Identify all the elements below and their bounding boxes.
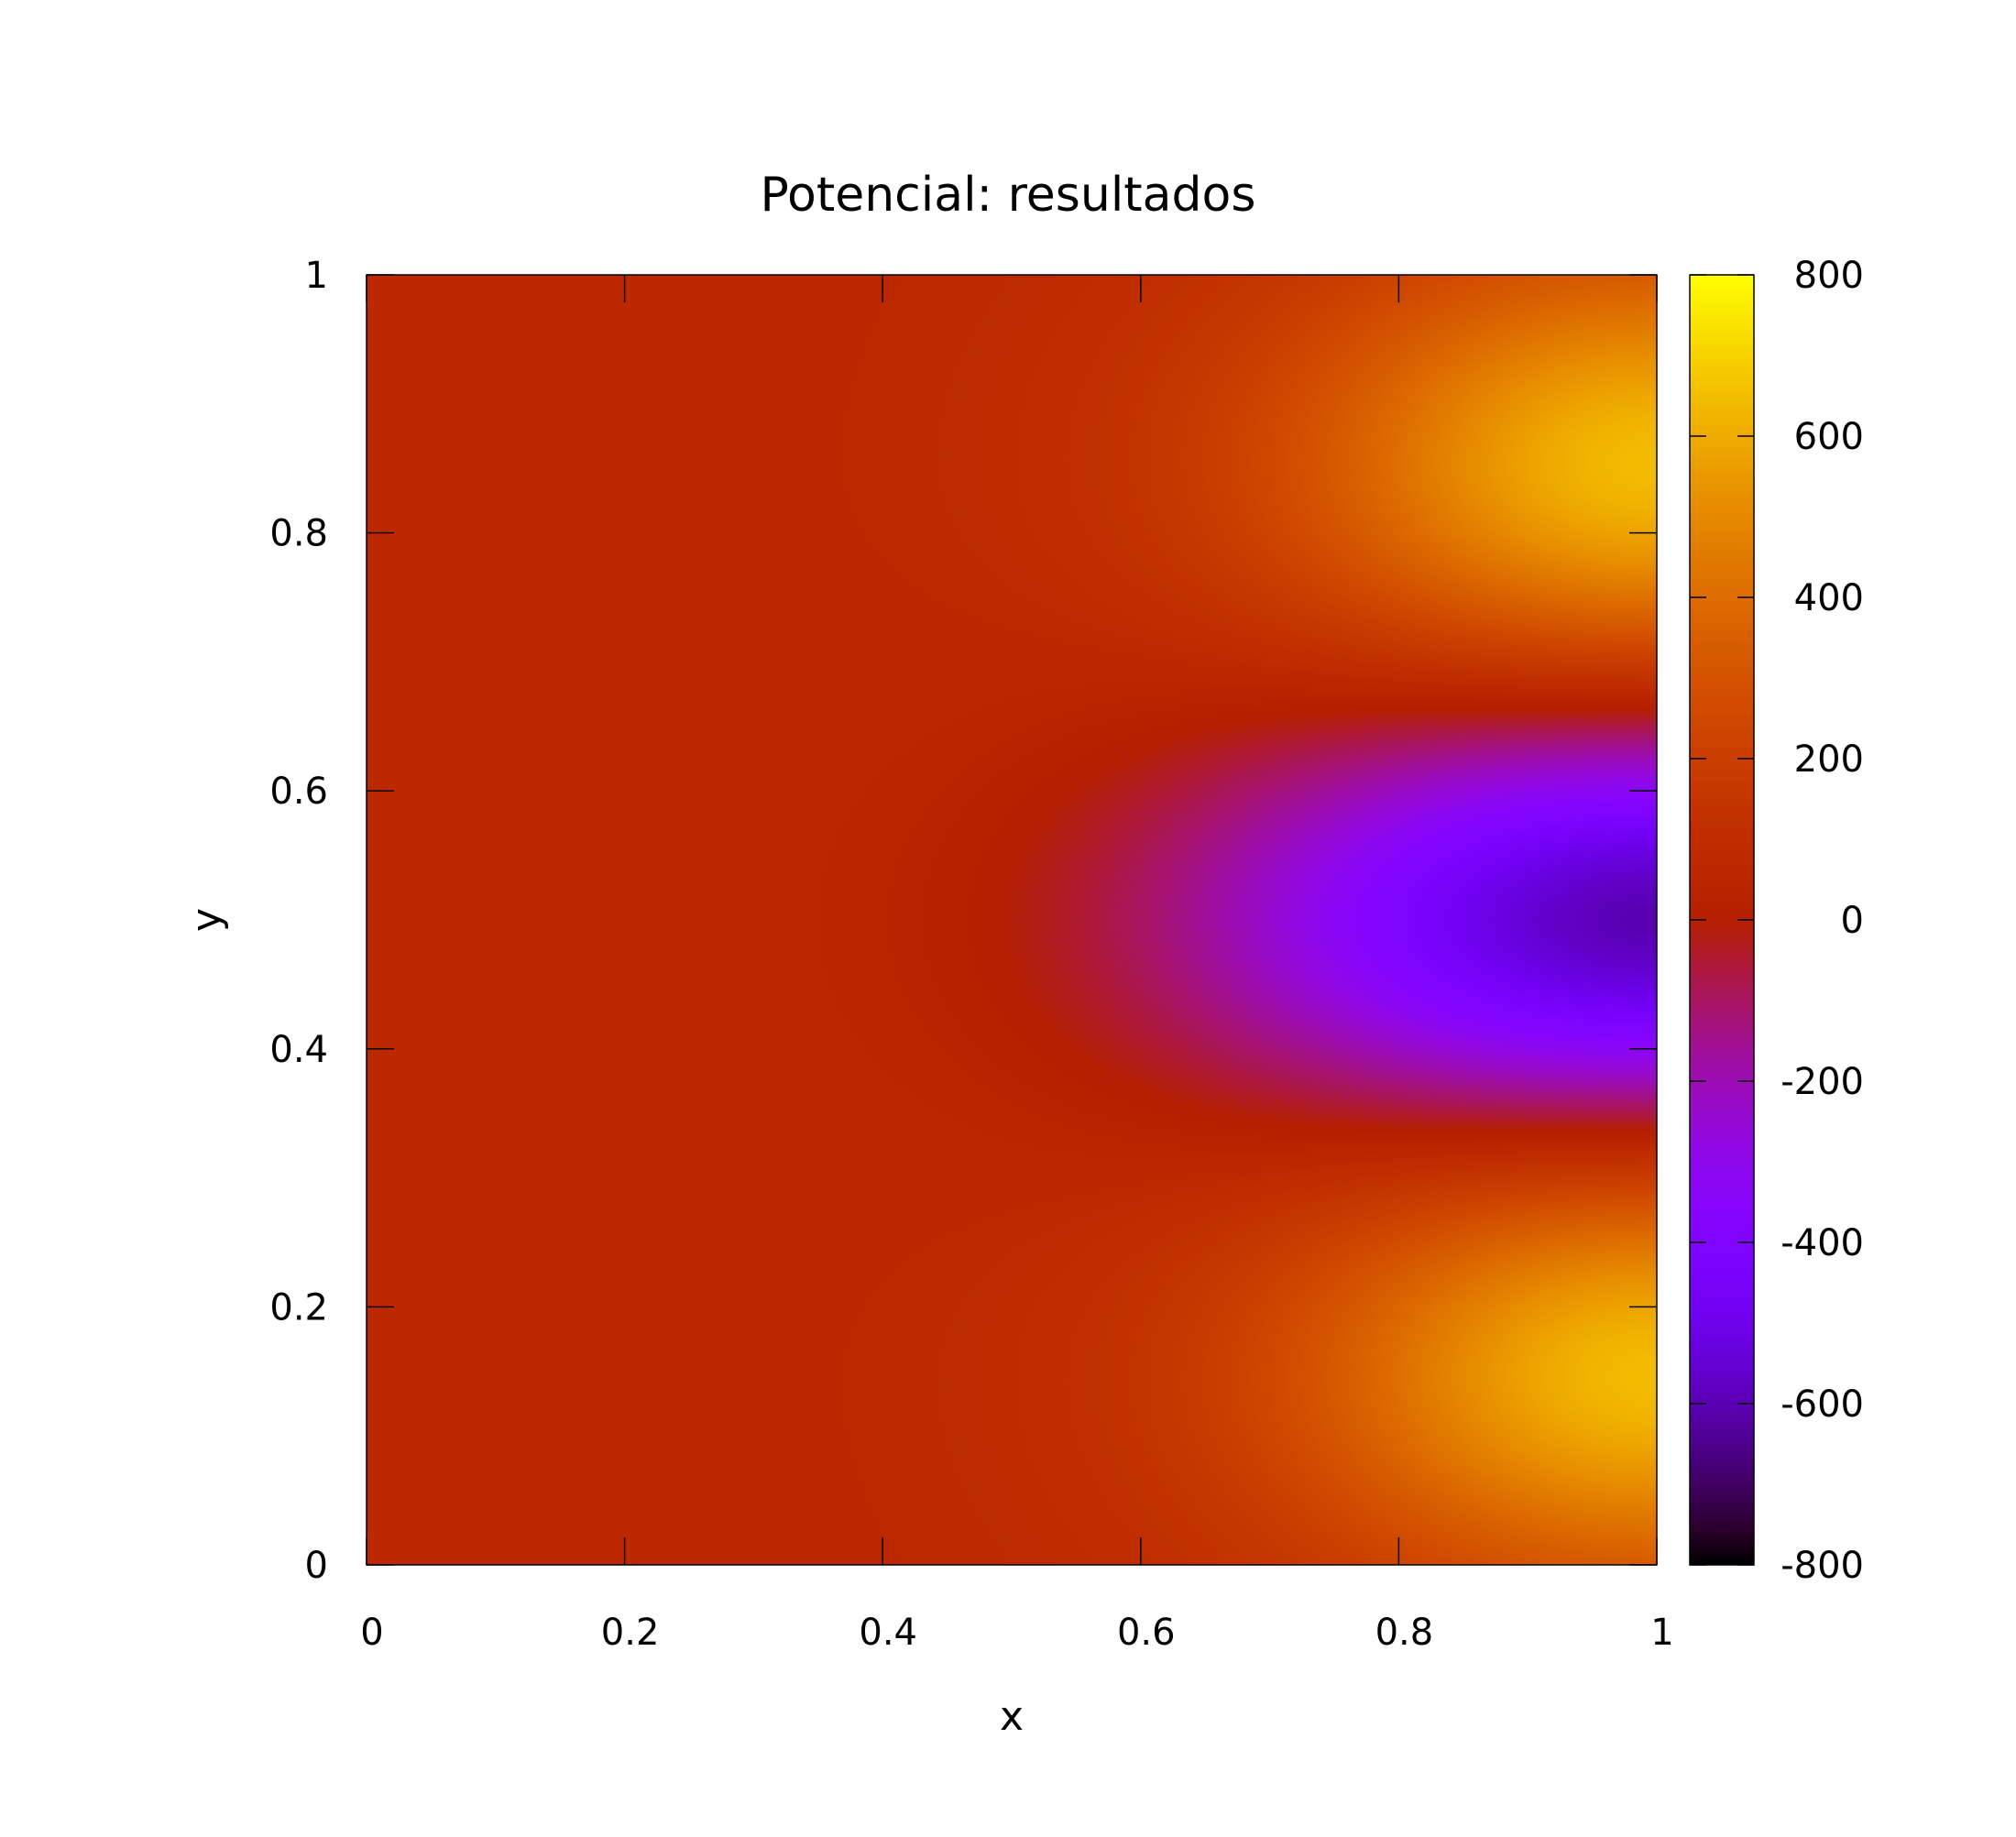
colorbar-tick-label: -800: [1780, 1545, 1864, 1587]
colorbar-tick-label: 800: [1794, 255, 1864, 297]
x-tick-label: 1: [1650, 1612, 1673, 1654]
colorbar-tick-label: -600: [1780, 1383, 1864, 1426]
y-tick-label: 0.2: [269, 1286, 328, 1329]
chart-title: Potencial: resultados: [761, 168, 1256, 223]
x-tick-label: 0.2: [601, 1612, 660, 1654]
colorbar-ticks: 800 600 400 200 0 -200 -400 -600 -800: [1690, 255, 1864, 1587]
y-tick-label: 0.8: [269, 513, 328, 555]
colorbar-tick-label: -400: [1780, 1222, 1864, 1264]
x-tick-label: 0.4: [859, 1612, 917, 1654]
x-tick-label: 0.6: [1117, 1612, 1176, 1654]
y-axis-label: y: [183, 908, 230, 932]
colorbar-tick-label: 0: [1841, 900, 1864, 942]
x-axis-ticks: 0 0.2 0.4 0.6 0.8 1: [360, 275, 1674, 1654]
colorbar-tick-label: 600: [1794, 416, 1864, 458]
heatmap-image: [367, 275, 1657, 1565]
y-tick-label: 1: [305, 255, 328, 297]
x-axis-label: x: [1000, 1693, 1024, 1740]
colorbar-tick-label: 400: [1794, 577, 1864, 619]
plot-frame: [366, 274, 1658, 1566]
y-tick-label: 0.4: [269, 1029, 328, 1071]
y-tick-label: 0: [305, 1545, 328, 1587]
colorbar: 800 600 400 200 0 -200 -400 -600 -800: [1689, 255, 1864, 1587]
x-tick-label: 0: [360, 1612, 383, 1654]
x-tick-label: 0.8: [1375, 1612, 1434, 1654]
y-tick-label: 0.6: [269, 771, 328, 813]
colorbar-tick-label: 200: [1794, 738, 1864, 781]
y-axis-ticks: 0 0.2 0.4 0.6 0.8 1: [269, 255, 1657, 1587]
plot-area: [366, 274, 1658, 1566]
colorbar-tick-label: -200: [1780, 1061, 1864, 1103]
